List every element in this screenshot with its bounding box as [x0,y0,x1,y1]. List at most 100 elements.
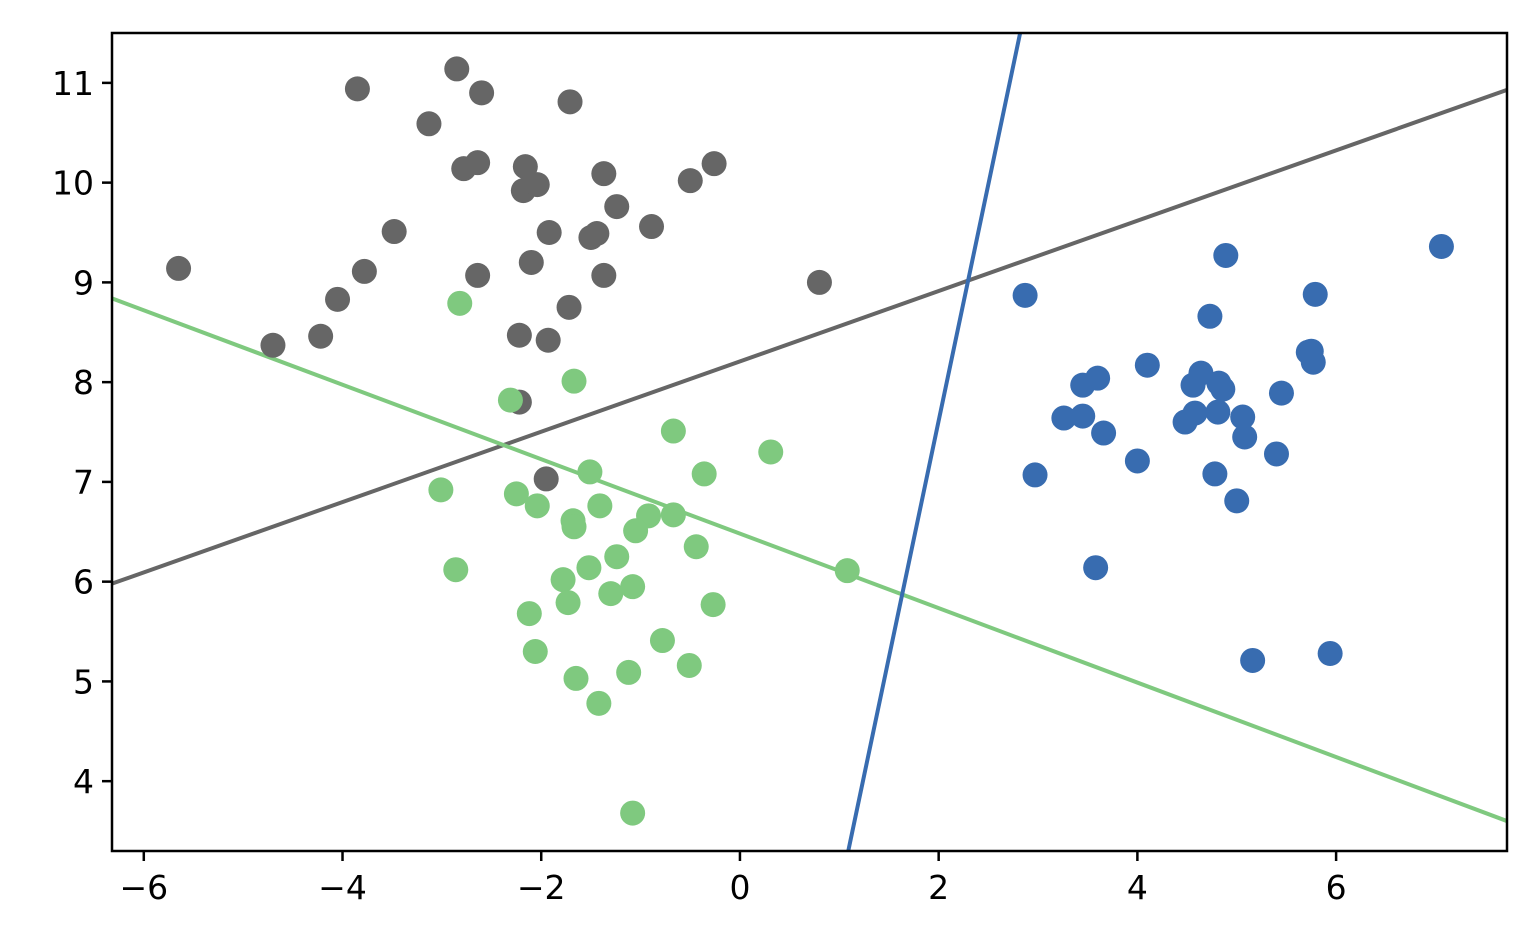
plot-frame [110,31,1509,853]
x-tick-label: 6 [1326,868,1347,907]
point-series-2-1 [1213,242,1239,268]
x-tick-label: −4 [318,868,367,907]
point-series-1-27 [522,638,548,664]
point-series-1-0 [447,290,473,316]
point-series-0-13 [512,154,538,180]
point-series-1-7 [428,477,454,503]
point-series-0-19 [591,161,617,187]
point-series-1-4 [758,439,784,465]
y-tick-label: 7 [73,463,94,502]
y-tick-label: 10 [52,164,94,203]
point-series-2-19 [1182,400,1208,426]
point-series-0-24 [639,214,665,240]
x-axis: −6 −4 −2 0 2 4 6 [119,851,1347,907]
point-series-1-14 [660,502,686,528]
point-series-1-15 [623,518,649,544]
point-series-0-17 [518,249,544,275]
point-series-2-4 [1197,303,1223,329]
point-series-1-23 [555,590,581,616]
decision-line-1 [112,296,1507,823]
point-series-1-22 [598,581,624,607]
point-series-2-0 [1012,282,1038,308]
point-series-0-5 [381,219,407,245]
point-series-1-28 [616,659,642,685]
point-series-0-12 [465,262,491,288]
point-series-0-8 [444,56,470,82]
point-series-0-27 [556,294,582,320]
point-series-2-30 [1240,647,1266,673]
point-series-0-4 [351,258,377,284]
point-series-2-31 [1317,640,1343,666]
y-axis: 4 5 6 7 8 9 10 11 [52,64,112,801]
point-series-0-32 [806,269,832,295]
point-series-0-15 [524,172,550,198]
point-series-0-28 [506,322,532,348]
point-series-2-14 [1210,376,1236,402]
point-series-1-32 [620,800,646,826]
point-series-0-2 [308,323,334,349]
point-series-0-31 [533,466,559,492]
point-series-2-25 [1124,448,1150,474]
point-series-2-7 [1300,349,1326,375]
point-series-0-6 [344,76,370,102]
point-series-1-3 [660,418,686,444]
y-tick-label: 4 [73,762,94,801]
point-series-1-6 [691,461,717,487]
point-series-2-8 [1134,352,1160,378]
point-series-1-19 [443,557,469,583]
point-series-0-7 [416,111,442,137]
point-series-2-21 [1230,404,1256,430]
point-series-1-26 [649,628,675,654]
point-series-1-10 [587,493,613,519]
point-series-1-25 [516,601,542,627]
point-series-0-22 [584,221,610,247]
plot-marks [112,33,1507,851]
x-tick-label: 0 [729,868,750,907]
point-series-1-1 [561,368,587,394]
point-series-1-8 [503,481,529,507]
point-series-0-20 [604,194,630,220]
point-series-2-24 [1263,441,1289,467]
point-series-1-18 [576,555,602,581]
point-series-2-2 [1428,233,1454,259]
point-series-0-3 [325,286,351,312]
y-tick-label: 11 [52,64,94,103]
point-series-1-31 [586,690,612,716]
decision-line-2 [846,33,1023,851]
point-series-1-9 [524,493,550,519]
point-series-2-20 [1205,399,1231,425]
point-series-0-25 [677,168,703,194]
point-series-2-23 [1232,424,1258,450]
x-tick-label: −2 [517,868,566,907]
point-series-1-30 [563,665,589,691]
point-series-0-26 [701,151,727,177]
point-series-2-10 [1070,372,1096,398]
point-series-0-18 [557,89,583,115]
point-series-1-24 [700,592,726,618]
point-series-1-20 [550,567,576,593]
point-series-1-2 [497,387,523,413]
decision-line-0 [112,87,1507,586]
point-series-2-15 [1268,380,1294,406]
point-series-1-21 [620,574,646,600]
point-series-0-9 [469,80,495,106]
point-series-1-16 [683,534,709,560]
point-series-0-1 [260,332,286,358]
point-series-1-29 [676,652,702,678]
point-series-1-12 [561,514,587,540]
point-series-2-22 [1091,420,1117,446]
point-series-2-29 [1083,555,1109,581]
y-tick-label: 9 [73,263,94,302]
point-series-0-16 [536,220,562,246]
point-series-2-3 [1302,281,1328,307]
point-series-1-33 [834,558,860,584]
x-tick-label: 2 [928,868,949,907]
y-tick-label: 8 [73,363,94,402]
point-series-2-17 [1070,403,1096,429]
point-series-2-26 [1022,462,1048,488]
point-series-0-29 [535,327,561,353]
point-series-2-12 [1180,372,1206,398]
point-series-2-16 [1051,405,1077,431]
x-tick-label: −6 [119,868,168,907]
